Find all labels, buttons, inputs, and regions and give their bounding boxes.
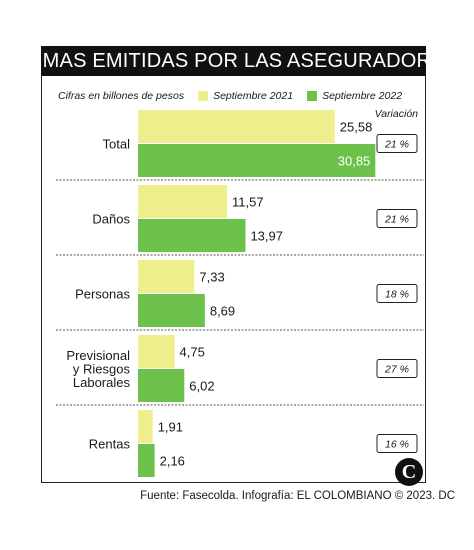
legend-label-2022: Septiembre 2022	[322, 90, 403, 102]
variation-header: Variación	[374, 108, 418, 120]
category-label: Total	[103, 137, 131, 152]
bar-2022	[138, 144, 376, 177]
value-label-2022: 30,85	[338, 154, 371, 169]
value-label-2021: 7,33	[199, 270, 224, 285]
variation-value: 27 %	[384, 364, 409, 376]
variation-badge	[376, 134, 418, 153]
value-label-2021: 25,58	[340, 120, 373, 135]
value-label-2021: 1,91	[158, 420, 183, 435]
chart-title: PRIMAS EMITIDAS POR LAS ASEGURADORAS	[9, 46, 458, 76]
value-label-2022: 6,02	[189, 379, 214, 394]
variation-value: 21 %	[384, 214, 409, 226]
value-label-2021: 4,75	[180, 345, 205, 360]
variation-badge	[376, 284, 418, 303]
bar-2021	[138, 185, 227, 218]
category-label: Rentas	[89, 437, 131, 452]
value-label-2022: 2,16	[160, 454, 185, 469]
variation-value: 21 %	[384, 139, 409, 151]
unit-note: Cifras en billones de pesos	[58, 90, 185, 102]
el-colombiano-logo: C	[395, 458, 423, 486]
category-label: Personas	[75, 287, 130, 302]
value-label-2022: 8,69	[210, 304, 235, 319]
variation-badge	[376, 359, 418, 378]
legend-swatch-2022	[307, 91, 318, 101]
variation-badge	[376, 209, 418, 228]
value-label-2021: 11,57	[232, 195, 264, 210]
legend: Cifras en billones de pesos Septiembre 2…	[58, 89, 402, 103]
bar-2021	[138, 335, 175, 368]
legend-label-2021: Septiembre 2021	[213, 90, 294, 102]
bar-2022	[138, 444, 155, 477]
bar-2021	[138, 410, 153, 443]
bar-2021	[138, 260, 195, 293]
bar-2022	[138, 219, 246, 252]
variation-value: 18 %	[385, 289, 409, 301]
bar-2022	[138, 369, 185, 402]
category-label: Daños	[92, 212, 130, 227]
bar-2021	[138, 110, 335, 143]
source-footer: Fuente: Fasecolda. Infografía: EL COLOMB…	[140, 490, 455, 502]
category-label: Previsional y Riesgos Laborales	[66, 348, 130, 390]
value-label-2022: 13,97	[250, 229, 283, 244]
bar-2022	[138, 294, 205, 327]
logo-letter: C	[401, 460, 417, 483]
legend-swatch-2021	[198, 91, 209, 101]
variation-value: 16 %	[385, 439, 409, 451]
variation-badge	[376, 434, 418, 453]
